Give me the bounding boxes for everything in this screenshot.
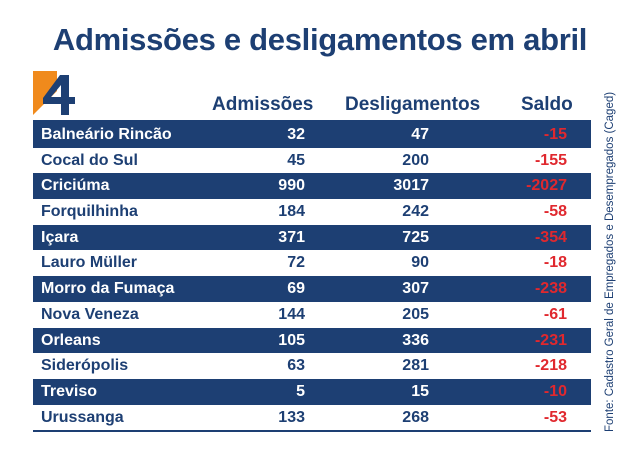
saldo-cell: -15 (543, 126, 567, 143)
page-title: Admissões e desligamentos em abril (52, 22, 588, 57)
table-row: Siderópolis 63 281 -218 (33, 353, 591, 379)
saldo-cell: -155 (534, 151, 567, 169)
admissoes-cell: 69 (287, 280, 305, 298)
desligamentos-cell: 242 (402, 203, 429, 221)
column-header-desligamentos: Desligamentos (345, 94, 481, 115)
admissoes-cell: 5 (296, 382, 305, 400)
desligamentos-cell: 3017 (393, 177, 429, 195)
admissoes-cell: 990 (278, 177, 305, 195)
table-row: Orleans 105 336 -231 (33, 327, 591, 354)
desligamentos-cell: 725 (402, 228, 429, 246)
table-row: Urussanga 133 268 -53 (33, 404, 591, 431)
municipality-cell: Içara (41, 228, 79, 246)
saldo-cell: -238 (534, 280, 567, 298)
desligamentos-cell: 336 (402, 331, 429, 349)
desligamentos-cell: 90 (411, 254, 429, 272)
desligamentos-cell: 15 (411, 382, 429, 400)
admissoes-cell: 45 (287, 151, 305, 169)
municipality-cell: Siderópolis (41, 357, 129, 375)
municipality-cell: Cocal do Sul (41, 151, 138, 169)
desligamentos-cell: 47 (411, 126, 429, 143)
column-header-saldo: Saldo (521, 94, 573, 115)
source-note: Fonte: Cadastro Geral de Empregados e De… (604, 91, 616, 432)
municipality-cell: Nova Veneza (41, 305, 139, 323)
table-row: Forquilhinha 184 242 -58 (33, 199, 591, 225)
data-table: Balneário Rincão 32 47 -15 Cocal do Sul 45 200… (33, 120, 591, 433)
table-row: Criciúma 990 3017 -2027 (33, 173, 591, 200)
table-row: Cocal do Sul 45 200 -155 (33, 147, 591, 174)
table-row: Morro da Fumaça 69 307 -238 (33, 276, 591, 302)
saldo-cell: -58 (543, 203, 567, 221)
admissoes-cell: 144 (278, 305, 305, 323)
four-logo-icon (33, 71, 75, 115)
municipality-cell: Criciúma (41, 177, 110, 195)
admissoes-cell: 184 (278, 203, 305, 221)
admissoes-cell: 133 (278, 408, 305, 426)
desligamentos-cell: 205 (402, 305, 429, 323)
desligamentos-cell: 268 (402, 408, 429, 426)
table-row: Içara 371 725 -354 (33, 224, 591, 251)
admissoes-cell: 72 (287, 254, 305, 272)
admissoes-cell: 32 (287, 126, 305, 143)
municipality-cell: Balneário Rincão (41, 126, 172, 143)
saldo-cell: -231 (534, 331, 567, 349)
admissoes-cell: 371 (278, 228, 305, 246)
saldo-cell: -53 (543, 408, 567, 426)
saldo-cell: -61 (543, 305, 567, 323)
desligamentos-cell: 281 (402, 357, 429, 375)
desligamentos-cell: 307 (402, 280, 429, 298)
municipality-cell: Orleans (41, 331, 101, 349)
saldo-cell: -18 (543, 254, 567, 272)
saldo-cell: -2027 (526, 177, 567, 195)
admissoes-cell: 105 (278, 331, 305, 349)
municipality-cell: Treviso (41, 382, 98, 400)
saldo-cell: -10 (543, 382, 567, 400)
column-header-admissoes: Admissões (212, 94, 314, 115)
saldo-cell: -218 (534, 357, 567, 375)
admissoes-cell: 63 (287, 357, 305, 375)
municipality-cell: Morro da Fumaça (41, 280, 175, 298)
saldo-cell: -354 (534, 228, 567, 246)
municipality-cell: Lauro Müller (41, 254, 138, 272)
table-row: Balneário Rincão 32 47 -15 (33, 122, 591, 148)
municipality-cell: Urussanga (41, 408, 124, 426)
table-row: Treviso 5 15 -10 (33, 378, 591, 405)
municipality-cell: Forquilhinha (41, 203, 138, 221)
table-row: Nova Veneza 144 205 -61 (33, 301, 591, 328)
desligamentos-cell: 200 (402, 151, 429, 169)
table-row: Lauro Müller 72 90 -18 (33, 250, 591, 277)
